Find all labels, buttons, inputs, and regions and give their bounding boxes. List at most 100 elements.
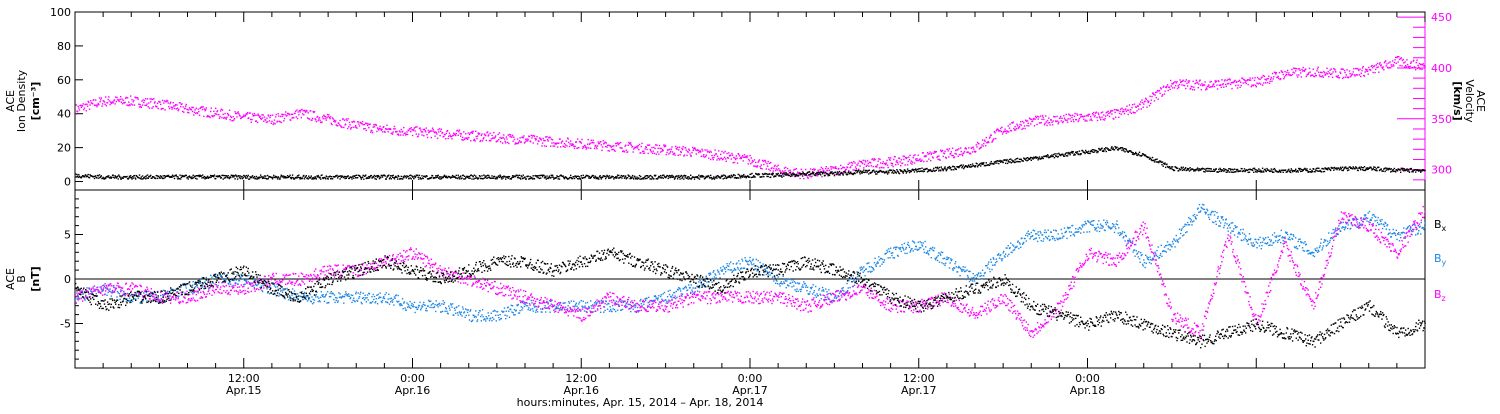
by-point — [278, 295, 279, 296]
velocity-point — [1419, 69, 1420, 70]
velocity-point — [1320, 72, 1321, 73]
velocity-point — [873, 166, 874, 167]
density-point — [362, 177, 363, 178]
density-point — [1232, 172, 1233, 173]
velocity-point — [164, 100, 165, 101]
density-point — [121, 178, 122, 179]
density-point — [1391, 168, 1392, 169]
density-point — [941, 166, 942, 167]
density-point — [847, 174, 848, 175]
velocity-point — [180, 106, 181, 107]
density-point — [994, 162, 995, 163]
by-point — [108, 292, 109, 293]
velocity-point — [1244, 82, 1245, 83]
density-point — [289, 176, 290, 177]
by-point — [231, 278, 232, 279]
by-point — [304, 296, 305, 297]
velocity-point — [457, 130, 458, 131]
velocity-point — [611, 149, 612, 150]
velocity-point — [493, 132, 494, 133]
velocity-point — [193, 114, 194, 115]
density-point — [196, 175, 197, 176]
velocity-point — [828, 168, 829, 169]
density-point — [1051, 156, 1052, 157]
density-point — [659, 177, 660, 178]
velocity-point — [1066, 114, 1067, 115]
density-point — [1229, 168, 1230, 169]
by-point — [410, 308, 411, 309]
velocity-point — [961, 154, 962, 155]
by-point — [266, 288, 267, 289]
density-point — [129, 177, 130, 178]
velocity-point — [303, 114, 304, 115]
density-point — [224, 177, 225, 178]
by-point — [185, 285, 186, 286]
density-point — [740, 177, 741, 178]
density-point — [204, 178, 205, 179]
velocity-point — [952, 148, 953, 149]
density-point — [816, 172, 817, 173]
density-point — [457, 178, 458, 179]
by-point — [399, 305, 400, 306]
density-point — [693, 177, 694, 178]
velocity-point — [1346, 74, 1347, 75]
density-point — [431, 177, 432, 178]
density-point — [575, 176, 576, 177]
velocity-point — [321, 121, 322, 122]
velocity-point — [144, 100, 145, 101]
density-point — [713, 176, 714, 177]
velocity-point — [1378, 66, 1379, 67]
velocity-point — [1146, 99, 1147, 100]
velocity-point — [1350, 76, 1351, 77]
density-point — [577, 178, 578, 179]
velocity-point — [833, 167, 834, 168]
density-point — [203, 177, 204, 178]
density-point — [946, 169, 947, 170]
density-point — [1218, 169, 1219, 170]
by-point — [330, 296, 331, 297]
velocity-point — [717, 156, 718, 157]
density-point — [1103, 151, 1104, 152]
velocity-point — [325, 116, 326, 117]
density-point — [645, 178, 646, 179]
density-point — [505, 178, 506, 179]
velocity-point — [1388, 67, 1389, 68]
by-point — [146, 300, 147, 301]
density-point — [722, 176, 723, 177]
velocity-point — [1244, 79, 1245, 80]
velocity-point — [825, 168, 826, 169]
velocity-point — [171, 108, 172, 109]
velocity-point — [583, 147, 584, 148]
velocity-point — [339, 120, 340, 121]
velocity-point — [605, 146, 606, 147]
by-point — [354, 301, 355, 302]
by-point — [350, 297, 351, 298]
density-point — [105, 178, 106, 179]
density-point — [131, 177, 132, 178]
by-point — [258, 284, 259, 285]
velocity-point — [554, 146, 555, 147]
velocity-point — [1009, 124, 1010, 125]
velocity-point — [1228, 83, 1229, 84]
velocity-point — [574, 148, 575, 149]
velocity-point — [109, 104, 110, 105]
density-point — [1236, 170, 1237, 171]
density-point — [144, 176, 145, 177]
density-point — [1039, 156, 1040, 157]
density-point — [753, 176, 754, 177]
density-point — [528, 176, 529, 177]
density-point — [583, 175, 584, 176]
velocity-point — [98, 104, 99, 105]
density-point — [613, 178, 614, 179]
density-point — [1259, 170, 1260, 171]
velocity-point — [253, 115, 254, 116]
velocity-point — [162, 100, 163, 101]
density-point — [961, 164, 962, 165]
velocity-point — [657, 151, 658, 152]
density-point — [621, 177, 622, 178]
velocity-point — [425, 131, 426, 132]
by-point — [321, 295, 322, 296]
velocity-point — [1067, 122, 1068, 123]
density-point — [1028, 159, 1029, 160]
